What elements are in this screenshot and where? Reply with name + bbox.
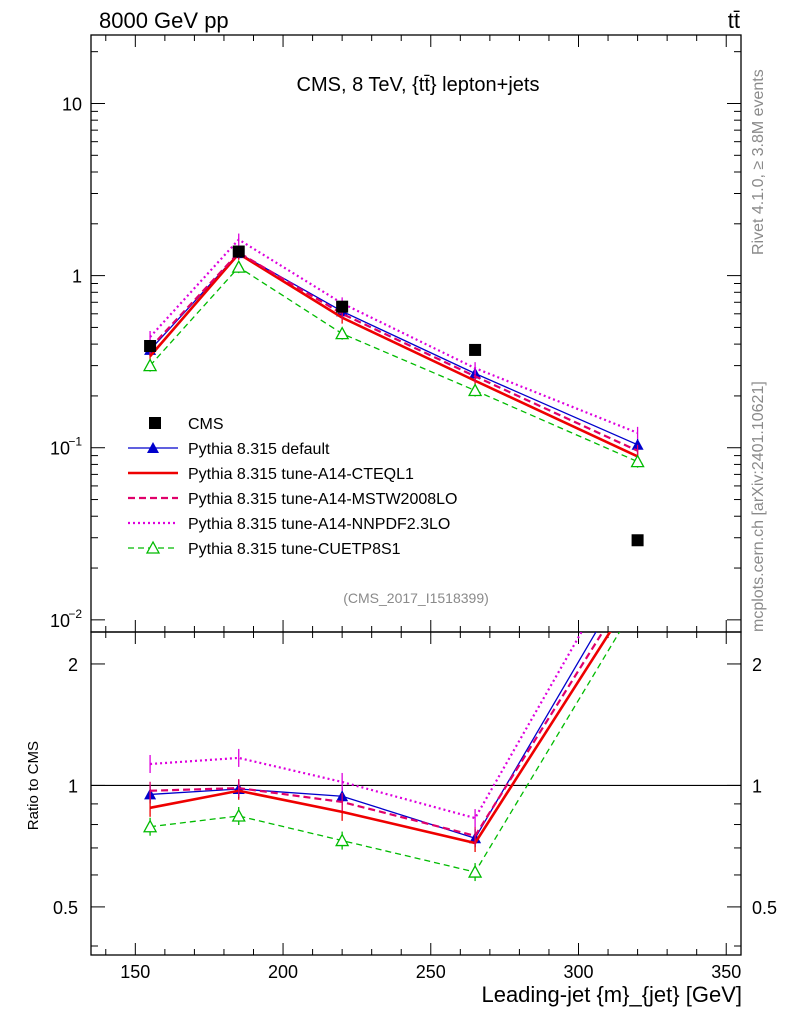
y-tick-exponent: −1	[68, 435, 82, 449]
main-plot-title: CMS, 8 TeV, {tt̄} lepton+jets	[297, 74, 540, 96]
ratio-y-tick-label: 0.5	[53, 898, 78, 918]
ratio-series-marker	[335, 833, 350, 847]
ratio-series-marker	[632, 555, 644, 566]
ratio-y-tick-label-right: 1	[752, 776, 762, 796]
rivet-version-label: Rivet 4.1.0, ≥ 3.8M events	[750, 69, 767, 255]
ratio-series-line	[149, 632, 612, 845]
y-tick-label: 1	[72, 267, 82, 287]
x-tick-label: 350	[711, 962, 741, 982]
ratio-series-marker	[467, 864, 483, 878]
legend-entry-label: Pythia 8.315 tune-A14-NNPDF2.3LO	[188, 516, 450, 533]
ratio-plot-series-group	[142, 555, 644, 882]
ratio-plot-frame	[90, 631, 742, 956]
ratio-y-tick-label: 2	[68, 655, 78, 675]
legend-entry-label: Pythia 8.315 tune-A14-MSTW2008LO	[188, 491, 457, 508]
main-series-marker	[631, 438, 644, 450]
ratio-y-tick-label: 1	[68, 776, 78, 796]
y-tick-label: 10	[50, 439, 70, 459]
cms-data-point	[144, 339, 157, 352]
ratio-y-tick-label-right: 2	[752, 655, 762, 675]
legend-entry-label: Pythia 8.315 tune-A14-CTEQL1	[188, 466, 414, 483]
ratio-y-axis-title: Ratio to CMS	[25, 741, 42, 830]
main-series-marker	[142, 358, 158, 372]
y-tick-exponent: −2	[68, 607, 82, 621]
ratio-y-tick-label-right: 0.5	[752, 898, 777, 918]
ratio-series-marker	[142, 819, 158, 833]
main-series-marker	[467, 383, 483, 397]
main-series-marker	[231, 259, 246, 273]
x-tick-label: 250	[416, 962, 446, 982]
main-plot-series-group	[142, 233, 645, 547]
ratio-series-line	[150, 632, 604, 838]
header-right-label: tt̄	[728, 8, 740, 33]
mcplots-label: mcplots.cern.ch [arXiv:2401.10621]	[750, 381, 767, 632]
cms-data-point	[232, 245, 245, 258]
ratio-series-marker	[231, 808, 246, 822]
main-series-line	[149, 251, 639, 452]
cms-data-point	[336, 300, 349, 313]
y-tick-label: 10	[62, 94, 82, 114]
ratio-series-line	[150, 632, 621, 873]
x-tick-label: 200	[268, 962, 298, 982]
main-series-marker	[630, 454, 645, 468]
legend-marker	[149, 417, 161, 429]
x-tick-label: 300	[563, 962, 593, 982]
legend-entry-label: Pythia 8.315 tune-CUETP8S1	[188, 541, 401, 558]
header-left-label: 8000 GeV pp	[99, 8, 229, 33]
legend-entry-label: Pythia 8.315 default	[188, 441, 330, 458]
legend-marker	[147, 442, 159, 453]
analysis-id-label: (CMS_2017_I1518399)	[343, 590, 489, 606]
legend-marker	[145, 540, 161, 554]
ratio-series-line	[150, 632, 583, 820]
legend-entry-label: CMS	[188, 416, 224, 433]
x-axis-title: Leading-jet {m}_{jet} [GeV]	[481, 982, 742, 1007]
cms-data-point	[631, 534, 644, 547]
legend: CMS Pythia 8.315 default Pythia 8.315 tune…	[128, 416, 457, 558]
main-series-marker	[335, 326, 350, 340]
x-tick-label: 150	[120, 962, 150, 982]
ratio-series-marker	[632, 596, 644, 607]
y-tick-label: 10	[50, 611, 70, 631]
cms-data-point	[469, 343, 482, 356]
